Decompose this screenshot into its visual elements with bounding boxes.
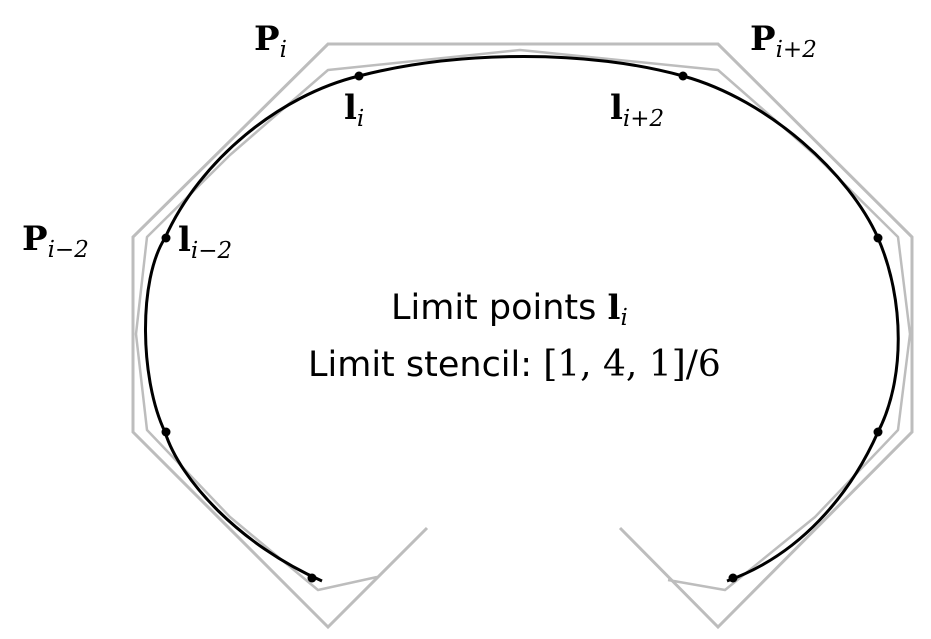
limit-point: [307, 573, 317, 583]
limit-point: [354, 71, 364, 81]
label-l-i-minus-2: li−2: [178, 220, 232, 264]
control-polygon-inner: [134, 48, 912, 592]
control-polygon-outer: [131, 42, 914, 630]
limit-point: [161, 427, 171, 437]
label-p-i-minus-2: Pi−2: [22, 219, 89, 263]
label-l-i: li: [344, 88, 364, 132]
limit-curve: [144, 55, 900, 583]
label-p-i: Pi: [254, 19, 287, 63]
limit-point: [873, 427, 883, 437]
caption-limit-points: Limit points li: [391, 288, 628, 331]
limit-point: [678, 71, 688, 81]
label-p-i-plus-2: Pi+2: [750, 19, 817, 63]
limit-point: [728, 573, 738, 583]
limit-points: [161, 71, 883, 583]
caption-limit-stencil: Limit stencil: [1, 4, 1]/6: [308, 344, 721, 385]
label-l-i-plus-2: li+2: [610, 88, 664, 132]
limit-point: [873, 233, 883, 243]
limit-point: [161, 233, 171, 243]
